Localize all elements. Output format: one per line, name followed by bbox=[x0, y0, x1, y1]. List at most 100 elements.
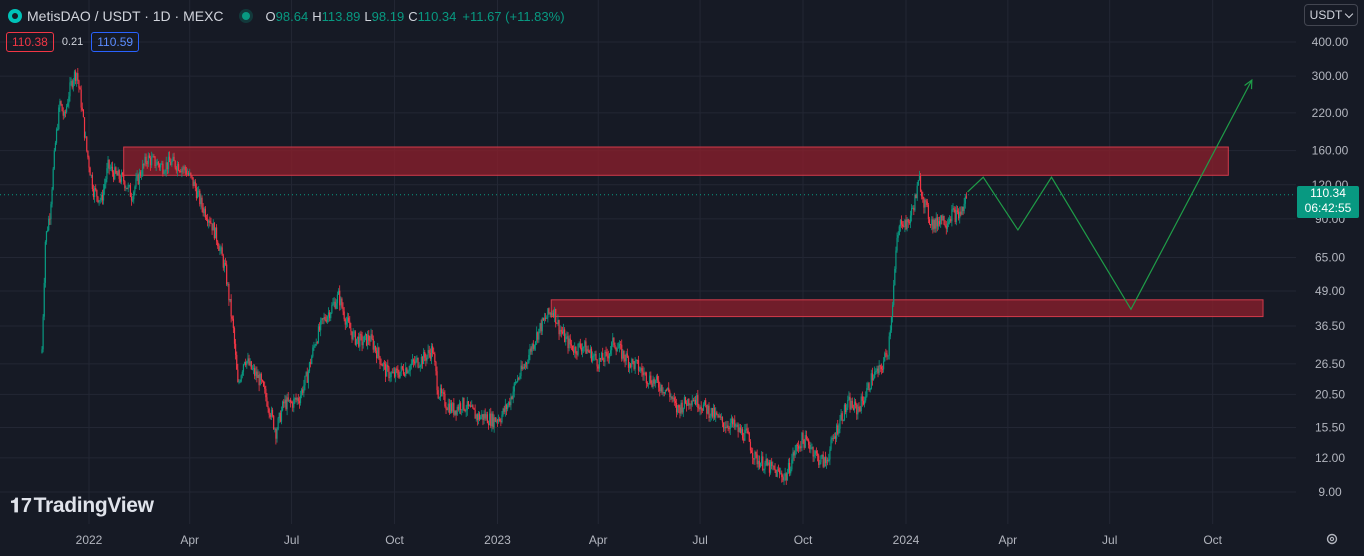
candle bbox=[856, 403, 858, 420]
candle-body bbox=[613, 337, 615, 345]
candle-body bbox=[524, 362, 527, 368]
candle-body bbox=[725, 426, 727, 429]
candle-body bbox=[763, 469, 765, 471]
candle-body bbox=[517, 378, 519, 382]
time-tick-label: Apr bbox=[999, 533, 1018, 547]
candle-body bbox=[637, 360, 640, 371]
spread-value: 0.21 bbox=[61, 36, 84, 48]
candle bbox=[136, 170, 138, 181]
candle-body bbox=[696, 395, 698, 405]
candle bbox=[329, 310, 331, 322]
candle-body bbox=[439, 388, 442, 398]
candle-body bbox=[746, 428, 748, 431]
candle bbox=[679, 404, 681, 419]
tradingview-watermark[interactable]: 𝟏7 TradingView bbox=[10, 494, 154, 518]
candle bbox=[485, 411, 487, 421]
candle bbox=[307, 369, 309, 389]
candle bbox=[538, 328, 540, 343]
candle bbox=[237, 363, 239, 383]
candle bbox=[230, 294, 232, 323]
time-tick-label: Jul bbox=[692, 533, 707, 547]
candle bbox=[358, 332, 360, 348]
candle-body bbox=[137, 174, 139, 185]
candle-body bbox=[199, 190, 201, 205]
candle-body bbox=[277, 418, 279, 430]
candle-body bbox=[68, 96, 70, 104]
candle-body bbox=[248, 358, 250, 366]
settings-gear-icon[interactable] bbox=[1325, 532, 1339, 546]
candle bbox=[433, 347, 435, 355]
candle-body bbox=[942, 215, 944, 221]
candle-body bbox=[74, 71, 77, 81]
candle-body bbox=[179, 170, 181, 172]
candle-body bbox=[452, 403, 454, 412]
candle bbox=[232, 315, 234, 333]
candle bbox=[568, 335, 570, 352]
candle bbox=[109, 164, 111, 171]
candle-body bbox=[810, 447, 812, 450]
currency-selector[interactable]: USDT bbox=[1304, 4, 1358, 26]
candle-body bbox=[467, 401, 470, 407]
candle-body bbox=[513, 383, 515, 392]
time-tick-label: Oct bbox=[385, 533, 404, 547]
candle bbox=[694, 395, 697, 406]
candle-body bbox=[456, 406, 458, 415]
candle bbox=[786, 468, 788, 481]
symbol-legend[interactable]: MetisDAO / USDT · 1D · MEXC O 98.64 H 113.… bbox=[8, 6, 565, 26]
candle-body bbox=[521, 365, 523, 370]
candle-body bbox=[259, 374, 261, 386]
candle bbox=[607, 350, 609, 364]
candle-body bbox=[773, 465, 775, 469]
candle-body bbox=[844, 404, 847, 413]
candle bbox=[217, 239, 219, 249]
candle bbox=[134, 185, 136, 196]
candle-body bbox=[808, 439, 810, 445]
candle-body bbox=[650, 375, 652, 384]
candle bbox=[406, 366, 408, 374]
candle bbox=[425, 353, 427, 367]
candle-body bbox=[559, 329, 561, 335]
buy-button[interactable]: 110.59 bbox=[91, 32, 140, 52]
candle-body bbox=[416, 357, 418, 360]
candle-body bbox=[886, 353, 888, 357]
candle-body bbox=[556, 323, 558, 324]
candle-body bbox=[186, 173, 189, 175]
symbol-title[interactable]: MetisDAO / USDT · 1D · MEXC bbox=[27, 8, 224, 24]
candle-body bbox=[679, 407, 681, 414]
candle-body bbox=[257, 375, 259, 378]
candle bbox=[812, 446, 814, 463]
candle-body bbox=[360, 333, 362, 336]
candle bbox=[935, 212, 937, 233]
candle-body bbox=[276, 429, 278, 439]
candle-body bbox=[946, 223, 949, 229]
last-price-tag: 110.34 06:42:55 bbox=[1297, 186, 1359, 218]
candle bbox=[605, 346, 607, 357]
candle-body bbox=[791, 459, 793, 470]
candle bbox=[208, 219, 210, 229]
candle-body bbox=[258, 375, 260, 386]
candle bbox=[336, 291, 339, 310]
sell-button[interactable]: 110.38 bbox=[6, 32, 54, 52]
candle-body bbox=[67, 103, 69, 107]
candle-body bbox=[116, 172, 118, 176]
candle bbox=[478, 411, 481, 422]
candle bbox=[51, 186, 53, 208]
candle-body bbox=[62, 111, 64, 116]
candle bbox=[508, 401, 510, 408]
candle bbox=[956, 205, 959, 215]
candle bbox=[78, 79, 80, 93]
candle bbox=[941, 214, 943, 225]
candle bbox=[360, 330, 362, 341]
candle bbox=[715, 407, 717, 423]
candle-body bbox=[473, 408, 475, 410]
candle bbox=[252, 364, 255, 375]
candle bbox=[63, 110, 65, 119]
candle-body bbox=[878, 365, 880, 374]
candle-body bbox=[877, 368, 879, 374]
candle bbox=[611, 341, 613, 356]
candle bbox=[401, 365, 403, 371]
candle-body bbox=[51, 189, 53, 205]
candle bbox=[527, 359, 529, 370]
candle bbox=[517, 374, 519, 383]
